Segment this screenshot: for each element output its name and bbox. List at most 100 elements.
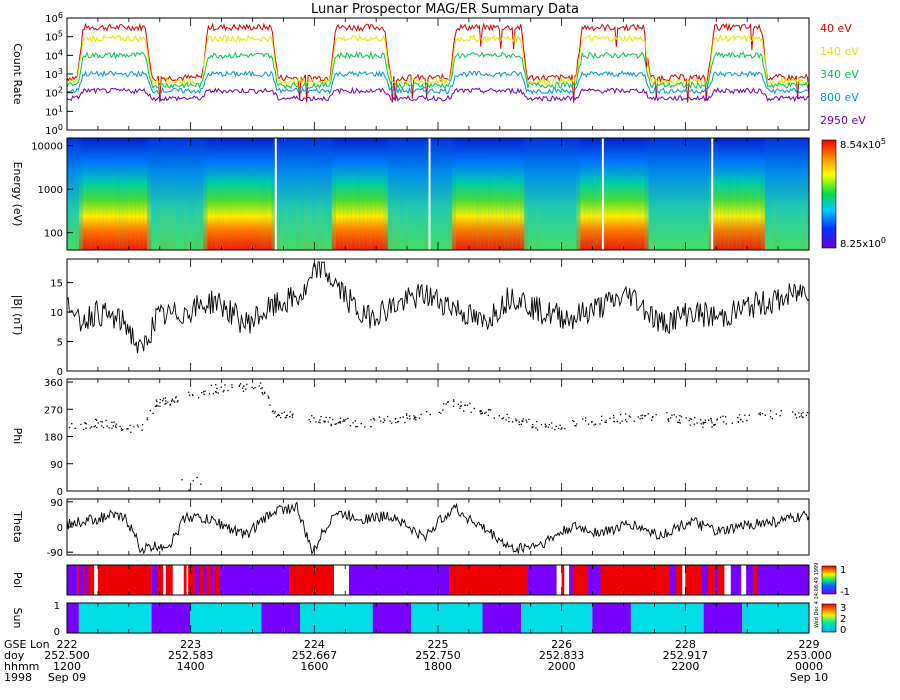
phi-point [106,425,108,427]
theta-ytick-label: 0 [57,523,63,534]
colorbar-max-mantissa: 8.54x10 [840,140,881,151]
phi-point [169,403,171,405]
phi-point [164,403,166,405]
phi-point [560,428,562,430]
phi-ytick-label: 90 [50,460,63,471]
phi-point [112,425,114,427]
phi-point [508,421,510,423]
phi-point [354,420,356,422]
phi-point [177,400,179,402]
phi-point [215,384,217,386]
colorbar-max-exponent: 5 [881,137,886,146]
pol-segment [213,565,215,595]
phi-point [397,421,399,423]
pol-segment [737,565,742,595]
spectrogram-panel: Energy (eV) 100 1000 10000 8.54x105 8.25x1… [11,137,886,251]
phi-point [575,425,577,427]
spectrogram-column-hot [375,138,381,250]
phi-point [253,387,255,390]
colorbar-min-exponent: 0 [881,236,886,245]
count-rate-frame [66,17,810,131]
pol-segment [564,565,570,595]
phi-point [688,420,690,422]
spectrogram-column [440,138,445,250]
phi-point [80,423,82,426]
doy-label: 252.917 [663,649,709,662]
colorbar-max-label: 8.54x105 [840,137,886,151]
phi-point [548,423,550,426]
energy-ytick-label: 100 [44,229,63,240]
spectrogram-column [187,138,192,250]
count-rate-series-800-eV [66,69,810,95]
phi-point [261,387,263,389]
phi-point [584,420,587,422]
spectrogram-column-hot [123,138,128,250]
pol-segment [83,565,86,595]
spectrogram-column-hot [359,138,365,250]
phi-point [289,416,291,418]
phi-point [330,423,332,426]
phi-point [480,413,483,415]
phi-point [352,422,354,424]
doy-label: 252.750 [415,649,461,662]
phi-point [319,419,321,421]
phi-point [725,423,727,425]
sun-segment [703,603,743,633]
phi-point [382,421,385,424]
phi-point [551,427,553,429]
phi-point [404,421,406,424]
phi-point [585,417,587,419]
phi-point [142,424,144,426]
spectrogram-column-hot [504,138,509,250]
phi-point [480,413,482,415]
sun-ytick-1: 1 [54,601,60,612]
phi-point [223,389,225,392]
phi-point [443,403,445,405]
spectrogram-column-hot [508,138,513,250]
phi-point [406,417,408,419]
phi-point [647,413,649,415]
pol-segment [679,565,683,595]
phi-point [397,421,400,423]
spectrogram-column-hot [251,138,257,250]
spectrogram-column-hot [460,138,465,250]
phi-point [720,416,722,418]
phi-point [536,429,539,431]
doy-label: 252.583 [168,649,214,662]
colorbar-min-mantissa: 8.25x10 [840,239,881,250]
spectrogram-column-hot [624,138,630,250]
phi-ytick-label: 270 [44,405,63,416]
spectrogram-column-hot [183,138,188,250]
phi-point [759,412,761,414]
spectrogram-column-hot [576,138,581,250]
phi-point [238,384,241,386]
phi-point [291,414,293,416]
phi-point [746,420,748,422]
phi-point [453,400,455,403]
spectrogram-column-hot [115,138,120,250]
energy-ytick-label: 1000 [38,185,63,196]
spectrogram-column [648,138,654,250]
phi-point [759,414,761,416]
spectrogram-column [155,138,160,250]
theta-yticks: -90 0 90 [47,498,73,559]
phi-point [94,425,96,427]
sun-colorbar-bottom: 0 [840,625,846,636]
phi-point [356,425,358,428]
spectrogram-column-hot [247,138,253,250]
pol-segment [675,565,680,595]
spectrogram-column-hot [87,138,92,250]
ytick-exponent: 1 [58,104,63,113]
spectrogram-column-hot [512,138,517,250]
spectrogram-column-hot [520,138,525,250]
spectrogram-data-gap [428,138,431,250]
phi-point [242,387,244,389]
phi-point [156,401,158,403]
spectrogram-column [656,138,662,250]
phi-point [342,420,344,422]
phi-point [157,405,159,407]
phi-point [738,414,741,416]
phi-point [201,392,203,394]
legend-entry: 2950 eV [820,114,866,127]
phi-point [327,421,329,423]
